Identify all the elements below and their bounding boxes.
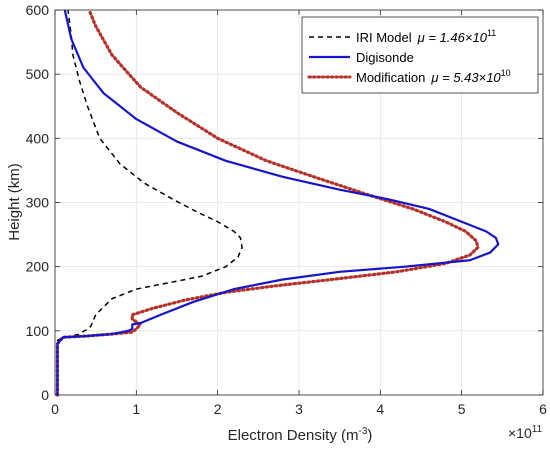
x-axis-multiplier-exponent: 11 [532,424,543,435]
x-tick-label: 3 [295,401,303,417]
series-line-digisonde [56,9,500,395]
legend-name-modification: Modification [356,70,425,85]
x-tick-label: 6 [539,401,547,417]
series-line-iri-model [56,9,243,395]
legend-math-iri-model: μ = 1.46×10 [417,30,488,45]
y-tick-label: 500 [26,66,50,82]
legend-name-iri-model: IRI Model [356,30,412,45]
x-axis-multiplier-base: ×10 [508,425,532,441]
legend-exponent-modification: 10 [501,68,511,78]
x-axis-label-exponent: -3 [358,426,367,437]
tick-labels: 0 1 2 3 4 5 6 0 100 200 300 400 500 600 [26,2,547,417]
y-tick-label: 400 [26,130,50,146]
x-axis-label-main: Electron Density (m [228,427,359,444]
y-tick-label: 600 [26,2,50,18]
y-tick-label: 200 [26,259,50,275]
x-tick-label: 5 [458,401,466,417]
legend-exponent-iri-model: 11 [487,28,496,38]
x-tick-label: 0 [51,401,59,417]
legend-math-modification: μ = 5.43×10 [430,70,501,85]
legend-label-modification: Modification μ = 5.43×1010 [356,68,511,85]
x-tick-label: 2 [214,401,222,417]
series-layer [55,8,500,397]
legend-label-iri-model: IRI Model μ = 1.46×1011 [356,28,496,45]
y-tick-label: 0 [41,387,49,403]
y-axis-label: Height (km) [6,163,23,241]
series-line-modification [55,8,480,397]
legend-label-digisonde: Digisonde [356,50,414,65]
x-axis-label: Electron Density (m-3) [228,426,373,444]
legend-box [301,16,539,94]
legend: IRI Model μ = 1.46×1011 Digisonde Modific… [301,16,539,94]
x-tick-label: 4 [376,401,384,417]
x-tick-label: 1 [132,401,140,417]
y-tick-label: 300 [26,195,50,211]
x-axis-label-suffix: ) [367,427,372,444]
tick-marks [54,9,544,396]
x-axis-multiplier: ×1011 [508,424,543,441]
y-tick-label: 100 [26,323,50,339]
